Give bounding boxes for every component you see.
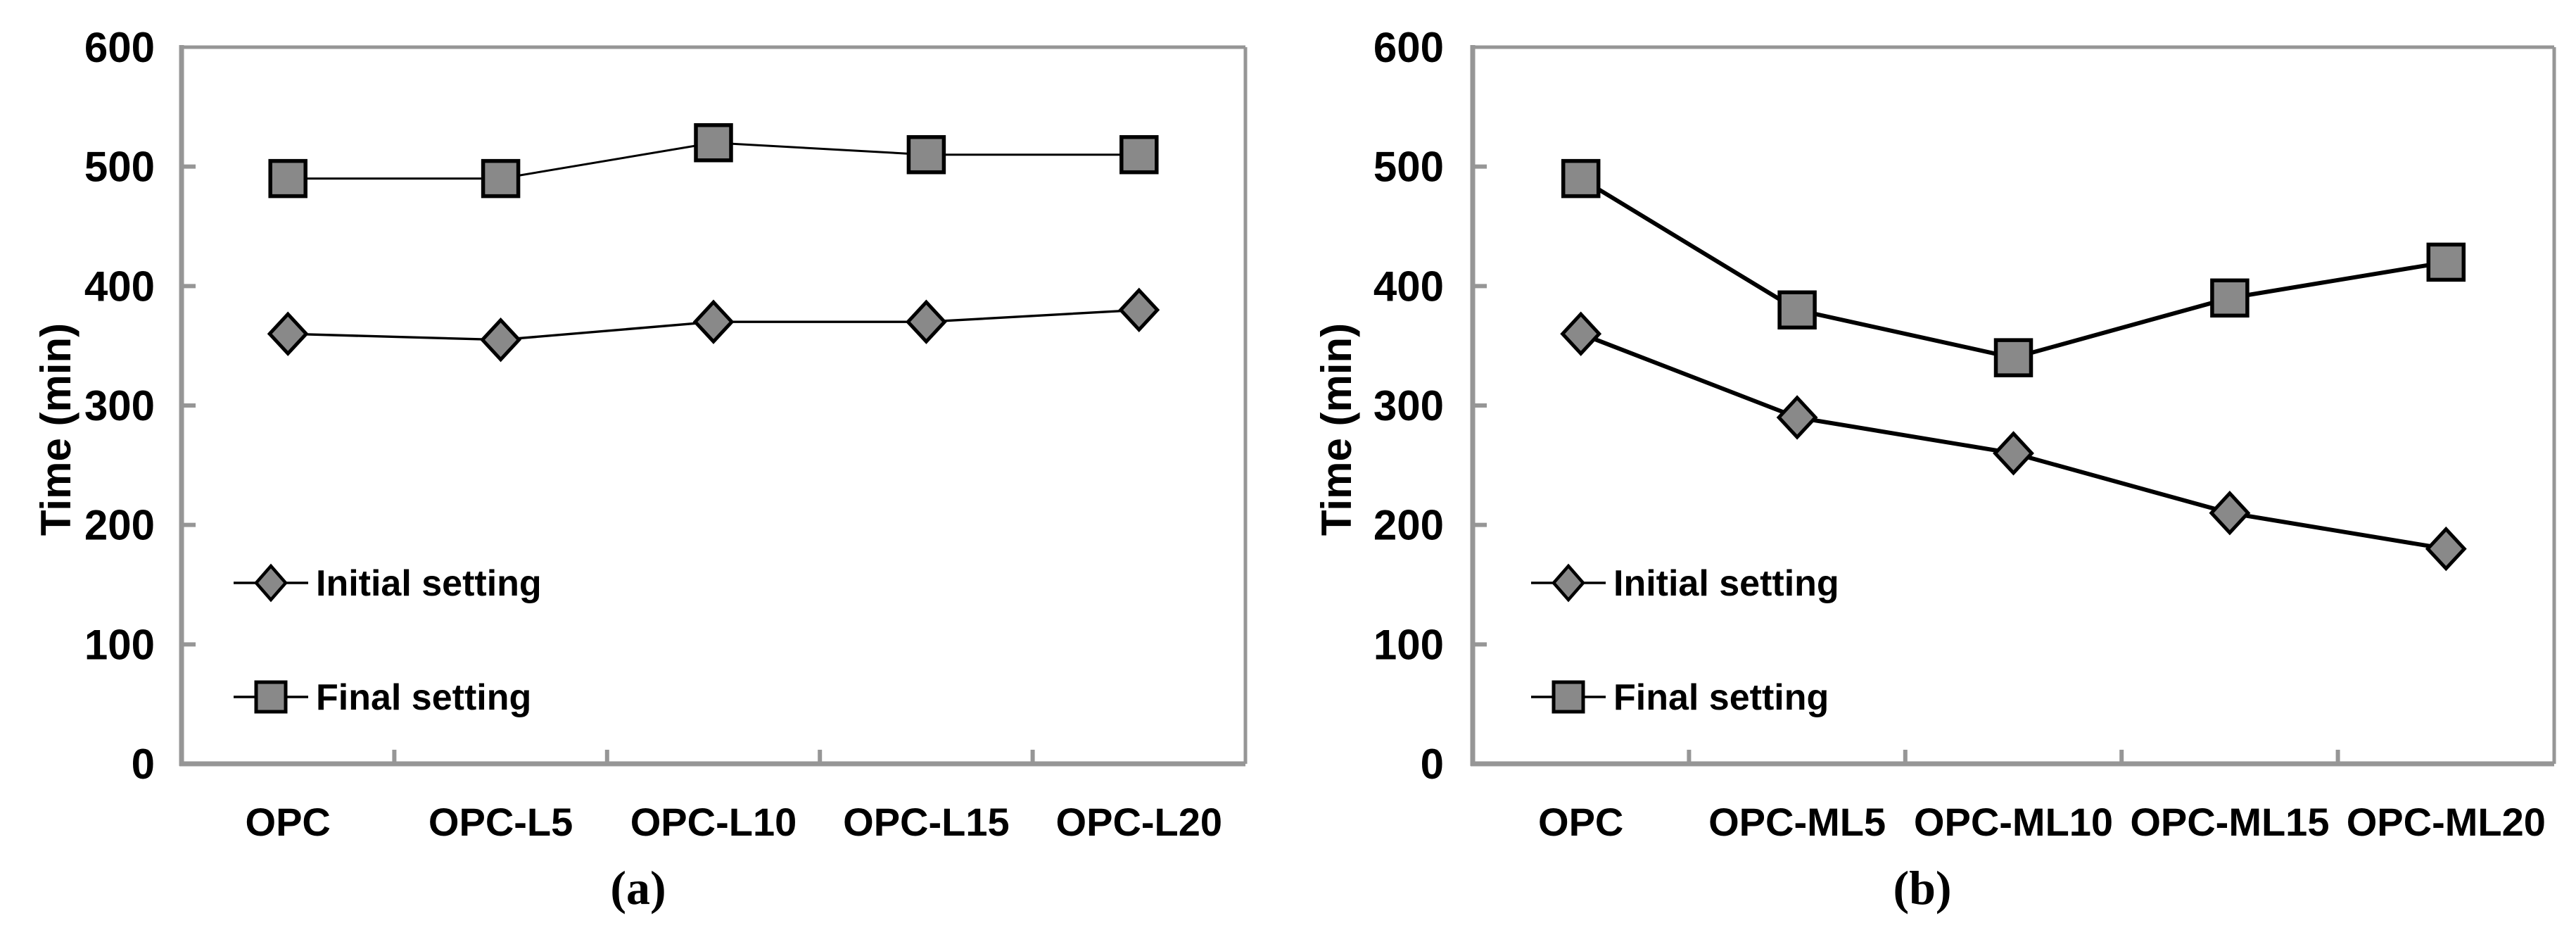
square-marker-opc-l15	[906, 134, 946, 175]
x-category-label: OPC-ML20	[2347, 800, 2546, 844]
y-axis-title-panel-b: Time (min)	[1313, 322, 1360, 536]
diamond-marker-opc	[1560, 311, 1602, 356]
x-category-label: OPC-ML15	[2130, 800, 2329, 844]
legend-square-icon	[254, 680, 288, 714]
y-tick-label: 600	[84, 24, 155, 71]
x-category-label: OPC-ML5	[1708, 800, 1886, 844]
x-category-label: OPC-L10	[630, 800, 797, 844]
y-tick-label: 500	[1373, 144, 1444, 191]
square-marker-opc-l5	[481, 158, 521, 199]
square-marker-opc-l20	[1119, 134, 1159, 175]
square-marker-opc-ml20	[2426, 242, 2466, 282]
y-tick-label: 200	[1373, 502, 1444, 549]
y-tick-label: 0	[1421, 741, 1444, 788]
y-tick-label: 300	[84, 382, 155, 429]
x-category-label: OPC	[246, 800, 331, 844]
x-category-label: OPC-ML10	[1914, 800, 2113, 844]
y-tick-label: 200	[84, 502, 155, 549]
square-marker-opc-ml5	[1777, 290, 1817, 330]
diamond-marker-opc-ml15	[2209, 491, 2251, 536]
series-line-final-setting	[1580, 177, 2447, 360]
diamond-marker-opc-ml10	[1993, 431, 2034, 476]
legend-square-icon	[1552, 680, 1585, 714]
y-tick-label: 600	[1373, 24, 1444, 71]
diamond-marker-opc-l10	[692, 299, 735, 344]
diamond-marker-opc	[267, 311, 309, 356]
diamond-marker-opc-l20	[1118, 287, 1160, 332]
y-axis-title-panel-a: Time (min)	[32, 322, 80, 536]
panel-caption-a: (a)	[610, 861, 666, 914]
y-tick-label: 400	[1373, 263, 1444, 310]
legend-label: Final setting	[316, 677, 531, 718]
legend-item-initial-setting: Initial setting	[1531, 563, 1839, 604]
square-marker-opc-ml15	[2210, 278, 2250, 318]
legend-diamond-icon	[1552, 563, 1585, 603]
legend-item-final-setting: Final setting	[234, 677, 531, 718]
legend-diamond-icon	[254, 563, 288, 603]
diamond-marker-opc-ml5	[1776, 395, 1818, 440]
square-marker-opc-l10	[694, 122, 733, 163]
legend-item-initial-setting: Initial setting	[234, 563, 542, 604]
x-category-label: OPC-L20	[1056, 800, 1223, 844]
square-marker-opc	[1561, 158, 1601, 199]
legend-label: Initial setting	[316, 563, 542, 604]
legend-label: Initial setting	[1613, 563, 1839, 604]
legend-item-final-setting: Final setting	[1531, 677, 1829, 718]
legend-label: Final setting	[1613, 677, 1829, 718]
y-tick-label: 0	[132, 741, 155, 788]
y-tick-label: 400	[84, 263, 155, 310]
diamond-marker-opc-l15	[905, 299, 947, 344]
diamond-marker-opc-l5	[480, 317, 522, 363]
square-marker-opc	[268, 158, 307, 199]
y-tick-label: 100	[1373, 621, 1444, 668]
x-category-label: OPC	[1538, 800, 1623, 844]
panel-caption-b: (b)	[1893, 861, 1952, 914]
y-tick-label: 100	[84, 621, 155, 668]
x-category-label: OPC-L5	[429, 800, 573, 844]
x-category-label: OPC-L15	[843, 800, 1010, 844]
panel-b: 0 100 200 300 400 500 600 OPC OPC-ML5 OPC-ML10 OPC…	[1373, 24, 2556, 844]
y-tick-label: 500	[84, 144, 155, 191]
y-tick-label: 300	[1373, 382, 1444, 429]
square-marker-opc-ml10	[1993, 338, 2033, 377]
panel-a: 0 100 200 300 400 500 600 OPC OPC-L5 OPC-L10 OPC-L…	[84, 24, 1248, 844]
diamond-marker-opc-ml20	[2425, 526, 2467, 572]
